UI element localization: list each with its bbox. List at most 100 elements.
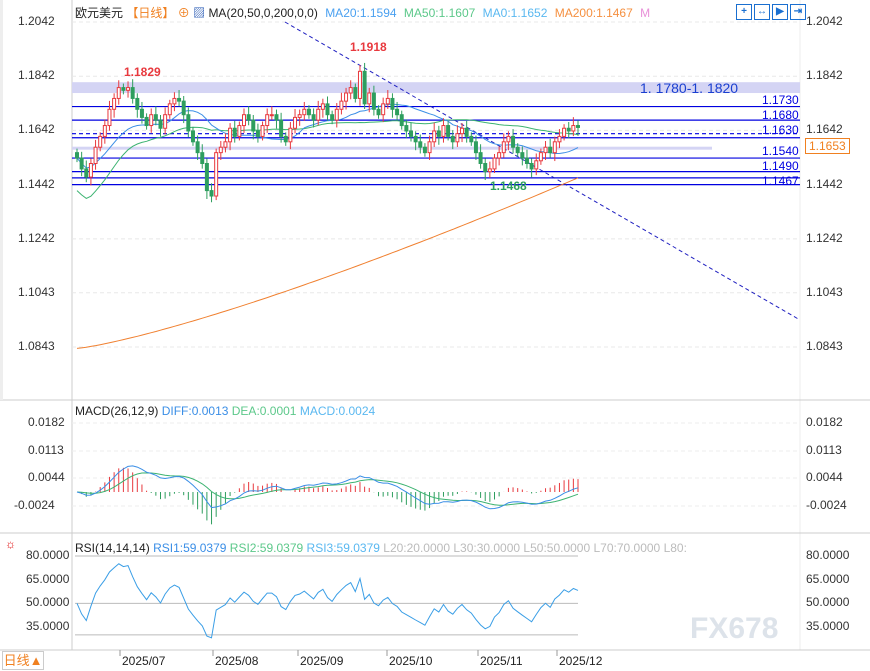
macd-title: MACD(26,12,9) [75, 404, 159, 418]
rsi-tick-right: 80.0000 [806, 548, 850, 562]
candle [469, 135, 474, 143]
candle [562, 127, 567, 137]
candle [130, 87, 135, 99]
price-tick-left: 1.1842 [18, 68, 55, 83]
candle [209, 190, 214, 197]
rsi-tick-left: 50.0000 [26, 595, 70, 610]
resistance-zone [72, 82, 800, 94]
candle [395, 108, 400, 116]
price-tick-right: 1.1242 [806, 230, 843, 245]
date-label: 2025/09 [300, 654, 344, 668]
price-tick-right: 1.1842 [806, 68, 843, 83]
macd-tick-left: 0.0182 [28, 415, 65, 429]
price-tick-right: 1.1642 [806, 122, 843, 137]
ma50-value: MA50:1.1607 [403, 6, 476, 20]
candle [116, 87, 121, 99]
candle [367, 92, 372, 105]
candle [548, 146, 553, 154]
level-label: 1.1467 [762, 174, 799, 189]
candle [255, 130, 260, 137]
rsi1: RSI1:59.0379 [153, 541, 227, 555]
ma200-line [76, 177, 579, 349]
zone-label: 1. 1780-1. 1820 [640, 80, 739, 96]
candle [506, 135, 511, 143]
current-price-tag: 1.1653 [805, 138, 850, 154]
rsi-l80: L80: [663, 541, 687, 555]
candle [334, 108, 339, 121]
candle [399, 114, 404, 127]
candle [390, 97, 395, 110]
zoom-range-icon[interactable]: ↔ [754, 4, 770, 20]
candle [492, 157, 497, 170]
level-label: 1.1680 [762, 107, 799, 122]
diff-line [76, 465, 579, 510]
settings-icon[interactable]: ⊕ [177, 6, 190, 20]
watermark-logo: FX678 [690, 612, 779, 645]
candle [515, 146, 520, 154]
candle [543, 146, 548, 154]
candle [450, 135, 455, 143]
candle [409, 130, 413, 137]
candle [427, 141, 432, 154]
candle [497, 152, 502, 159]
price-tick-right: 1.2042 [806, 14, 843, 28]
rsi-title: RSI(14,14,14) [75, 541, 150, 555]
rsi-tick-left: 65.0000 [26, 571, 70, 586]
candle [362, 70, 367, 105]
candle [98, 135, 103, 148]
crosshair-icon[interactable]: + [736, 4, 752, 20]
candle [385, 97, 390, 105]
candle [75, 152, 79, 159]
candle [371, 92, 376, 110]
trend-line [284, 21, 801, 321]
candle [177, 97, 182, 102]
candle [102, 125, 107, 137]
date-label: 2025/08 [215, 654, 259, 668]
indicator-icon[interactable]: ▨ [193, 6, 206, 20]
scroll-edge [0, 0, 3, 400]
candle [487, 168, 492, 173]
candle [223, 141, 228, 148]
candle [441, 125, 446, 137]
high-label-2: 1.1918 [350, 40, 387, 54]
price-tick-left: 1.1442 [18, 176, 55, 191]
sun-icon[interactable]: ☼ [5, 537, 16, 551]
play-icon[interactable]: ▶ [772, 4, 788, 20]
exit-icon[interactable]: ⇥ [790, 4, 806, 20]
candle [251, 119, 256, 132]
candle [232, 127, 237, 137]
candle [464, 127, 469, 137]
candle [446, 125, 451, 137]
symbol-name: 欧元美元 [75, 6, 124, 20]
candle [126, 87, 131, 91]
rsi-l70: L70:70.0000 [593, 541, 661, 555]
candle [121, 87, 126, 91]
candle [325, 103, 330, 116]
period-button[interactable]: 日线▲ [2, 651, 44, 670]
candle [186, 114, 191, 132]
candle [79, 157, 84, 170]
macd-value: MACD:0.0024 [299, 404, 376, 418]
ma0-value: MA0:1.1652 [482, 6, 548, 20]
candle [473, 141, 478, 154]
candle [163, 114, 168, 129]
high-label-1: 1.1829 [124, 65, 161, 79]
rsi-tick-right: 50.0000 [806, 595, 850, 610]
candle [218, 146, 223, 154]
price-tick-left: 1.2042 [18, 14, 55, 28]
candle [283, 135, 288, 143]
candle [88, 162, 93, 178]
macd-tick-right: -0.0024 [806, 498, 847, 512]
ma200-value: MA200:1.1467 [554, 6, 633, 20]
candle [483, 162, 488, 173]
support-band [72, 146, 712, 150]
candle [306, 108, 311, 116]
period-label: 【日线】 [126, 6, 175, 20]
candle [460, 127, 465, 135]
chart-toolbar: + ↔ ▶ ⇥ [736, 3, 808, 20]
macd-tick-left: 0.0113 [28, 443, 64, 457]
price-tick-left: 1.1043 [18, 284, 55, 299]
candle [158, 119, 163, 129]
candle [139, 108, 144, 118]
